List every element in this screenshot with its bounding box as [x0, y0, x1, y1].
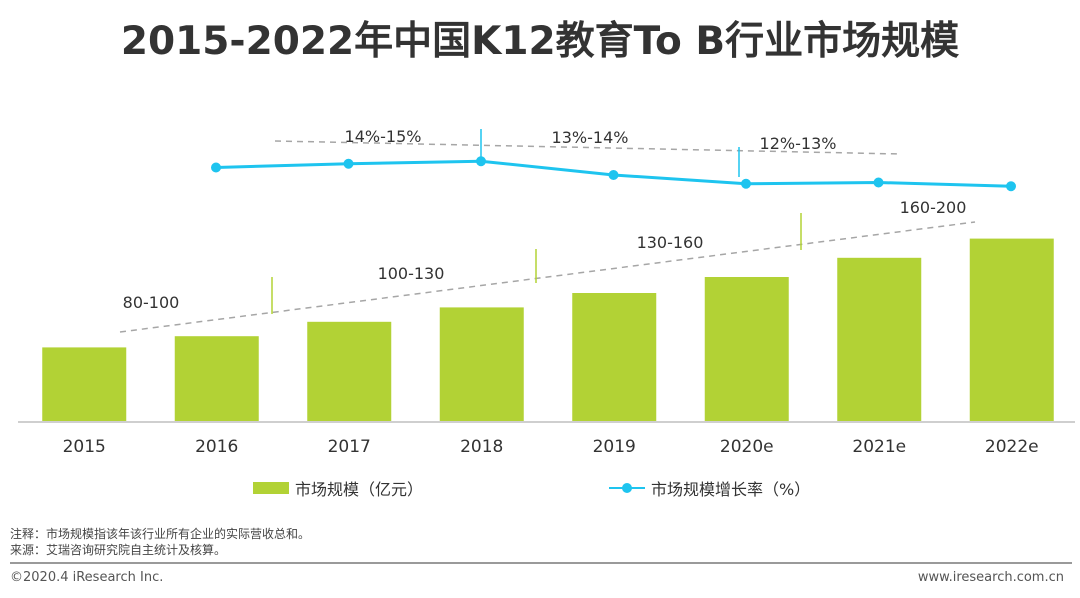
bar-2016 — [174, 336, 259, 421]
rate-label-1: 13%-14% — [552, 128, 629, 147]
range-label-3: 160-200 — [900, 198, 967, 217]
chart-title: 2015-2022年中国K12教育To B行业市场规模 — [120, 19, 960, 64]
growth-point-0 — [211, 162, 221, 173]
range-label-1: 100-130 — [378, 264, 445, 283]
range-label-2: 130-160 — [637, 233, 704, 252]
bar-2019 — [572, 293, 657, 421]
legend-line-label: 市场规模增长率（%） — [651, 480, 811, 499]
copyright: ©2020.4 iResearch Inc. — [10, 570, 164, 585]
growth-point-5 — [873, 177, 884, 188]
growth-point-6 — [1006, 181, 1016, 192]
x-tick-2017: 2017 — [328, 437, 371, 457]
bar-trend-line — [119, 221, 976, 333]
rate-label-0: 14%-15% — [345, 127, 422, 146]
x-tick-2020e: 2020e — [720, 437, 774, 457]
bars — [42, 238, 1054, 421]
x-tick-2022e: 2022e — [985, 437, 1039, 457]
growth-point-1 — [343, 158, 354, 169]
footnote: 注释：市场规模指该年该行业所有企业的实际营收总和。 — [10, 527, 311, 541]
x-tick-2016: 2016 — [195, 437, 238, 457]
bar-2017 — [307, 321, 392, 421]
range-label-0: 80-100 — [123, 293, 180, 312]
legend-bar-swatch — [253, 482, 289, 494]
bar-2020e — [704, 277, 789, 421]
legend-bar-label: 市场规模（亿元） — [295, 480, 424, 499]
x-tick-2019: 2019 — [593, 437, 636, 457]
legend-line-swatch — [609, 482, 645, 494]
trend-lines — [119, 140, 976, 333]
bar-2018 — [439, 307, 524, 421]
rate-trend-line — [274, 140, 901, 155]
bar-2021e — [837, 257, 922, 421]
source-note: 来源：艾瑞咨询研究院自主统计及核算。 — [10, 543, 227, 557]
legend-item-bar: 市场规模（亿元） — [253, 476, 423, 500]
growth-line — [211, 156, 1016, 192]
footer-divider — [10, 562, 1072, 564]
x-tick-2021e: 2021e — [852, 437, 906, 457]
x-tick-2018: 2018 — [460, 437, 503, 457]
x-tick-2015: 2015 — [63, 437, 106, 457]
rate-label-2: 12%-13% — [760, 134, 837, 153]
legend-item-line: 市场规模增长率（%） — [609, 476, 810, 500]
annotations: 80-100 100-130 130-160 160-200 14%-15% 13%-14… — [123, 127, 967, 314]
bar-2022e — [969, 238, 1054, 421]
growth-point-4 — [741, 178, 751, 189]
bar-2015 — [42, 347, 127, 421]
growth-point-3 — [608, 170, 619, 180]
site-url: www.iresearch.com.cn — [917, 570, 1064, 585]
x-tick-labels: 2015 2016 2017 2018 2019 2020e 2021e 2022e — [63, 437, 1039, 457]
